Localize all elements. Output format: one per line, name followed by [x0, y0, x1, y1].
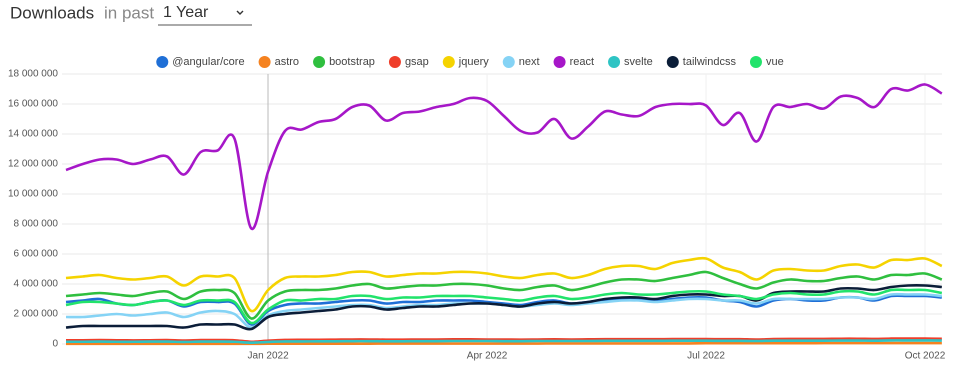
- legend-item[interactable]: astro: [258, 56, 299, 68]
- subtitle: in past: [104, 3, 154, 22]
- legend-label: astro: [275, 56, 299, 68]
- period-select[interactable]: 1 Year: [158, 4, 252, 26]
- legend-item[interactable]: react: [553, 56, 594, 68]
- lines: [65, 83, 943, 346]
- y-tick-label: 16 000 000: [8, 99, 58, 110]
- y-tick-label: 2 000 000: [14, 309, 59, 320]
- y-tick-label: 18 000 000: [8, 69, 58, 80]
- legend-swatch: [442, 56, 455, 68]
- y-tick-label: 10 000 000: [8, 189, 58, 200]
- series-line: [65, 337, 942, 344]
- legend: @angular/core astro bootstrap gsap jquery nex…: [156, 56, 784, 68]
- legend-label: tailwindcss: [683, 56, 737, 68]
- series-line: [65, 284, 942, 331]
- legend-label: bootstrap: [329, 56, 375, 68]
- legend-item[interactable]: gsap: [388, 56, 429, 68]
- legend-label: svelte: [624, 56, 653, 68]
- legend-item[interactable]: jquery: [442, 56, 489, 68]
- series-line: [65, 341, 942, 346]
- y-tick-label: 14 000 000: [8, 129, 58, 140]
- legend-item[interactable]: bootstrap: [313, 56, 375, 68]
- legend-swatch: [553, 56, 566, 68]
- legend-label: vue: [766, 56, 784, 68]
- legend-swatch: [749, 56, 762, 68]
- y-tick-label: 0: [52, 339, 58, 350]
- legend-item[interactable]: tailwindcss: [666, 56, 737, 68]
- x-tick-label: Apr 2022: [467, 351, 508, 362]
- y-tick-label: 12 000 000: [8, 159, 58, 170]
- legend-label: jquery: [458, 56, 489, 68]
- grid: 0 2 000 000 4 000 000 6 000 000 8 000 000 10 …: [8, 69, 946, 362]
- y-tick-label: 6 000 000: [14, 249, 59, 260]
- legend-label: @angular/core: [172, 56, 244, 68]
- legend-swatch: [313, 56, 326, 68]
- series-line: [65, 256, 943, 313]
- legend-swatch: [388, 56, 401, 68]
- x-tick-label: Jul 2022: [687, 351, 725, 362]
- series-line: [65, 83, 943, 230]
- series-line: [65, 270, 943, 320]
- y-tick-label: 8 000 000: [14, 219, 59, 230]
- legend-label: next: [519, 56, 540, 68]
- legend-item[interactable]: next: [502, 56, 540, 68]
- series-line: [65, 339, 942, 344]
- legend-swatch: [666, 56, 679, 68]
- y-tick-label: 4 000 000: [14, 279, 59, 290]
- legend-item[interactable]: svelte: [608, 56, 653, 68]
- legend-swatch: [502, 56, 515, 68]
- x-tick-label: Jan 2022: [248, 351, 290, 362]
- period-value[interactable]: 1 Year: [163, 4, 209, 21]
- legend-item[interactable]: @angular/core: [156, 56, 245, 68]
- select-caret[interactable]: [236, 10, 244, 15]
- legend-label: gsap: [405, 56, 429, 68]
- series-line: [65, 288, 943, 325]
- legend-swatch: [608, 56, 621, 68]
- legend-label: react: [570, 56, 594, 68]
- title: Downloads: [10, 3, 94, 22]
- legend-item[interactable]: vue: [749, 56, 784, 68]
- legend-swatch: [156, 56, 169, 68]
- legend-swatch: [258, 56, 271, 68]
- x-tick-label: Oct 2022: [905, 351, 946, 362]
